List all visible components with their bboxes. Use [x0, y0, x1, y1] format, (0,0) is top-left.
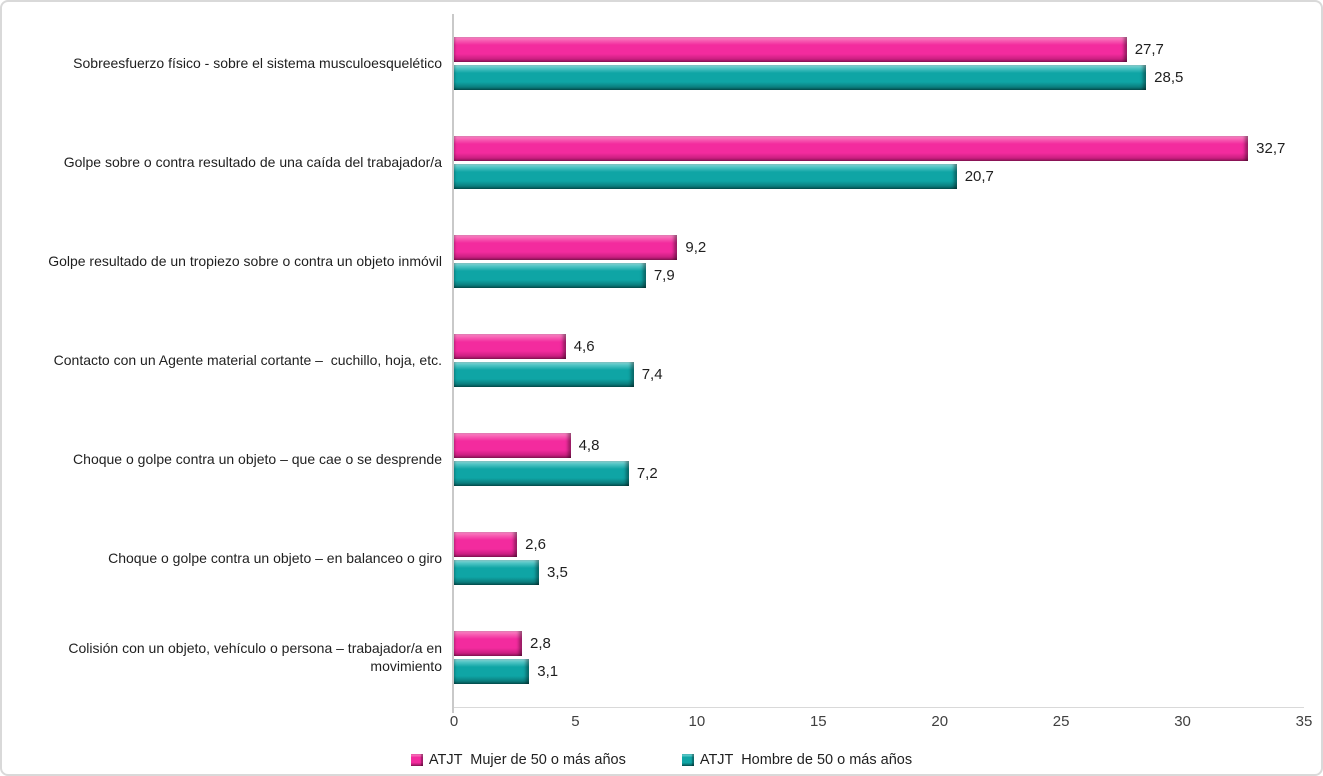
value-label: 2,6: [525, 536, 546, 553]
value-label: 4,8: [578, 437, 600, 454]
plot-area: Sobreesfuerzo físico - sobre el sistema …: [2, 14, 1304, 707]
category-label: Colisión con un objeto, vehículo o perso…: [68, 640, 446, 674]
category-row: Colisión con un objeto, vehículo o perso…: [2, 608, 1304, 707]
bar-hombre: [454, 560, 539, 585]
value-label: 9,2: [685, 239, 707, 256]
bar-line: 28,5: [454, 65, 1304, 90]
bar-hombre: [454, 65, 1147, 90]
bar-line: 3,5: [454, 560, 1304, 585]
x-tick-label: 30: [1174, 713, 1191, 730]
bar-group: 9,2 7,9: [452, 212, 1304, 311]
bar-group: 27,7 28,5: [452, 14, 1304, 113]
category-label: Sobreesfuerzo físico - sobre el sistema …: [73, 54, 442, 71]
bar-hombre: [454, 263, 646, 288]
bar-group: 32,7 20,7: [452, 113, 1304, 212]
bar-mujer: [454, 631, 522, 656]
bar-mujer: [454, 532, 518, 557]
bar-hombre: [454, 461, 629, 486]
category-row: Golpe resultado de un tropiezo sobre o c…: [2, 212, 1304, 311]
bar-line: 7,9: [454, 263, 1304, 288]
legend-marker-hombre-icon: [681, 754, 694, 766]
x-tick-label: 5: [571, 713, 580, 730]
category-label: Golpe sobre o contra resultado de una ca…: [63, 153, 442, 170]
x-axis-line: [452, 707, 1304, 708]
x-axis-tick: [452, 707, 454, 713]
x-tick-label: 35: [1295, 713, 1313, 730]
value-label: 7,4: [641, 366, 663, 383]
category-row: Sobreesfuerzo físico - sobre el sistema …: [2, 14, 1304, 113]
x-tick-label: 0: [449, 713, 459, 730]
bar-hombre: [454, 659, 530, 684]
value-label: 7,2: [636, 465, 658, 482]
legend-marker-mujer-icon: [410, 754, 423, 766]
bar-hombre: [454, 164, 957, 189]
bar-line: 2,8: [454, 631, 1304, 656]
bar-line: 4,8: [454, 433, 1304, 458]
category-row: Choque o golpe contra un objeto – en bal…: [2, 509, 1304, 608]
value-label: 2,8: [530, 635, 551, 652]
x-tick-label: 10: [688, 713, 706, 730]
bar-mujer: [454, 136, 1249, 161]
bar-line: 3,1: [454, 659, 1304, 684]
value-label: 28,5: [1154, 69, 1184, 86]
value-label: 4,6: [573, 338, 595, 355]
bar-hombre: [454, 362, 634, 387]
category-row: Golpe sobre o contra resultado de una ca…: [2, 113, 1304, 212]
bar-group: 4,8 7,2: [452, 410, 1304, 509]
bar-mujer: [454, 433, 571, 458]
legend-item-hombre: ATJT Hombre de 50 o más años: [681, 752, 913, 768]
category-label: Golpe resultado de un tropiezo sobre o c…: [48, 252, 442, 269]
value-label: 3,1: [537, 663, 559, 680]
bar-line: 27,7: [454, 37, 1304, 62]
value-label: 7,9: [653, 267, 675, 284]
x-tick-label: 20: [931, 713, 949, 730]
category-row: Contacto con un Agente material cortante…: [2, 311, 1304, 410]
value-label: 27,7: [1134, 41, 1164, 58]
value-label: 3,5: [547, 564, 568, 581]
bar-group: 2,8 3,1: [452, 608, 1304, 707]
value-label: 32,7: [1256, 140, 1286, 157]
x-tick-label: 25: [1052, 713, 1070, 730]
bar-group: 2,6 3,5: [452, 509, 1304, 608]
category-row: Choque o golpe contra un objeto – que ca…: [2, 410, 1304, 509]
legend: ATJT Mujer de 50 o más años ATJT Hombre …: [2, 752, 1321, 768]
x-axis: 0 5 10 15 20 25 30 35: [450, 713, 1313, 735]
category-label: Contacto con un Agente material cortante…: [53, 351, 442, 368]
bar-line: 2,6: [454, 532, 1304, 557]
category-label: Choque o golpe contra un objeto – que ca…: [73, 450, 442, 467]
bar-line: 9,2: [454, 235, 1304, 260]
bar-line: 7,4: [454, 362, 1304, 387]
bar-line: 7,2: [454, 461, 1304, 486]
bar-group: 4,6 7,4: [452, 311, 1304, 410]
bar-mujer: [454, 235, 678, 260]
x-tick-label: 15: [809, 713, 827, 730]
bar-line: 32,7: [454, 136, 1304, 161]
bar-mujer: [454, 334, 566, 359]
bar-mujer: [454, 37, 1127, 62]
legend-item-mujer: ATJT Mujer de 50 o más años: [410, 752, 626, 768]
value-label: 20,7: [964, 168, 994, 185]
legend-label-mujer: ATJT Mujer de 50 o más años: [428, 752, 626, 768]
bar-line: 20,7: [454, 164, 1304, 189]
bar-line: 4,6: [454, 334, 1304, 359]
category-label: Choque o golpe contra un objeto – en bal…: [108, 549, 442, 566]
legend-label-hombre: ATJT Hombre de 50 o más años: [699, 752, 913, 768]
